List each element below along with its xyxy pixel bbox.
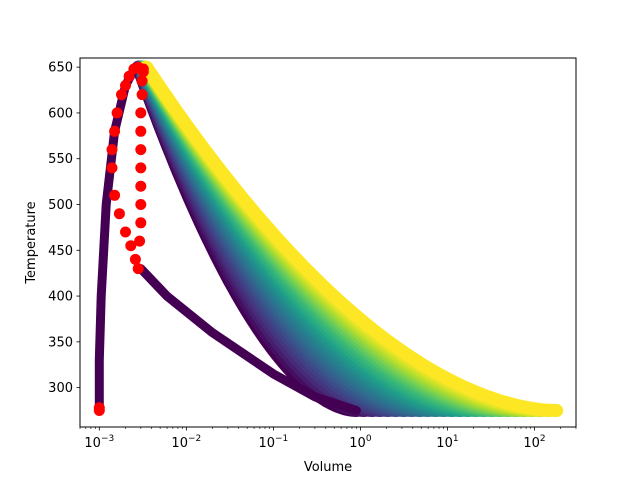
x-tick-exponent: 1 [453, 434, 459, 444]
saturation-point [129, 253, 141, 265]
y-tick-label: 350 [48, 335, 73, 350]
plot-data-layer [93, 60, 564, 417]
x-tick-exponent: −3 [101, 434, 114, 444]
y-tick-label: 300 [48, 381, 73, 396]
x-tick-exponent: −1 [275, 434, 288, 444]
y-tick-label: 550 [48, 152, 73, 167]
axes-layer: 10−3 10−2 10−1 100 101 1023003504004505005506… [48, 61, 577, 451]
y-tick-label: 500 [48, 198, 73, 213]
saturation-point [135, 180, 147, 192]
lower-expansion-branch [136, 264, 361, 415]
expansion-curve [140, 60, 564, 417]
saturation-point [113, 208, 125, 220]
saturation-point [93, 405, 105, 416]
saturation-point [135, 162, 147, 174]
saturation-point [125, 240, 137, 252]
saturation-point [137, 63, 149, 75]
saturation-point [106, 144, 118, 156]
saturation-point [132, 263, 144, 275]
x-tick-exponent: 0 [366, 434, 372, 444]
saturation-point [135, 125, 147, 137]
x-axis-label: Volume [304, 460, 352, 475]
y-tick-label: 400 [48, 290, 73, 305]
saturation-point [135, 144, 147, 156]
saturation-point [134, 235, 146, 247]
saturation-point [116, 89, 127, 101]
saturation-point [111, 107, 123, 119]
saturation-point [135, 107, 147, 119]
y-axis-label: Temperature [24, 201, 39, 284]
saturation-point [120, 80, 131, 91]
saturation-point [135, 217, 147, 229]
x-tick-exponent: 2 [540, 434, 546, 444]
y-tick-label: 650 [48, 61, 73, 76]
x-tick-exponent: −2 [188, 434, 201, 444]
saturation-point [136, 89, 148, 101]
saturation-point [135, 199, 147, 210]
y-tick-label: 600 [48, 106, 73, 121]
y-tick-label: 450 [48, 244, 73, 259]
saturation-point [109, 125, 121, 137]
saturation-point [136, 75, 148, 87]
saturation-point [106, 162, 118, 174]
plot-frame [79, 57, 577, 428]
saturation-point [120, 226, 131, 238]
saturation-point [109, 189, 121, 201]
